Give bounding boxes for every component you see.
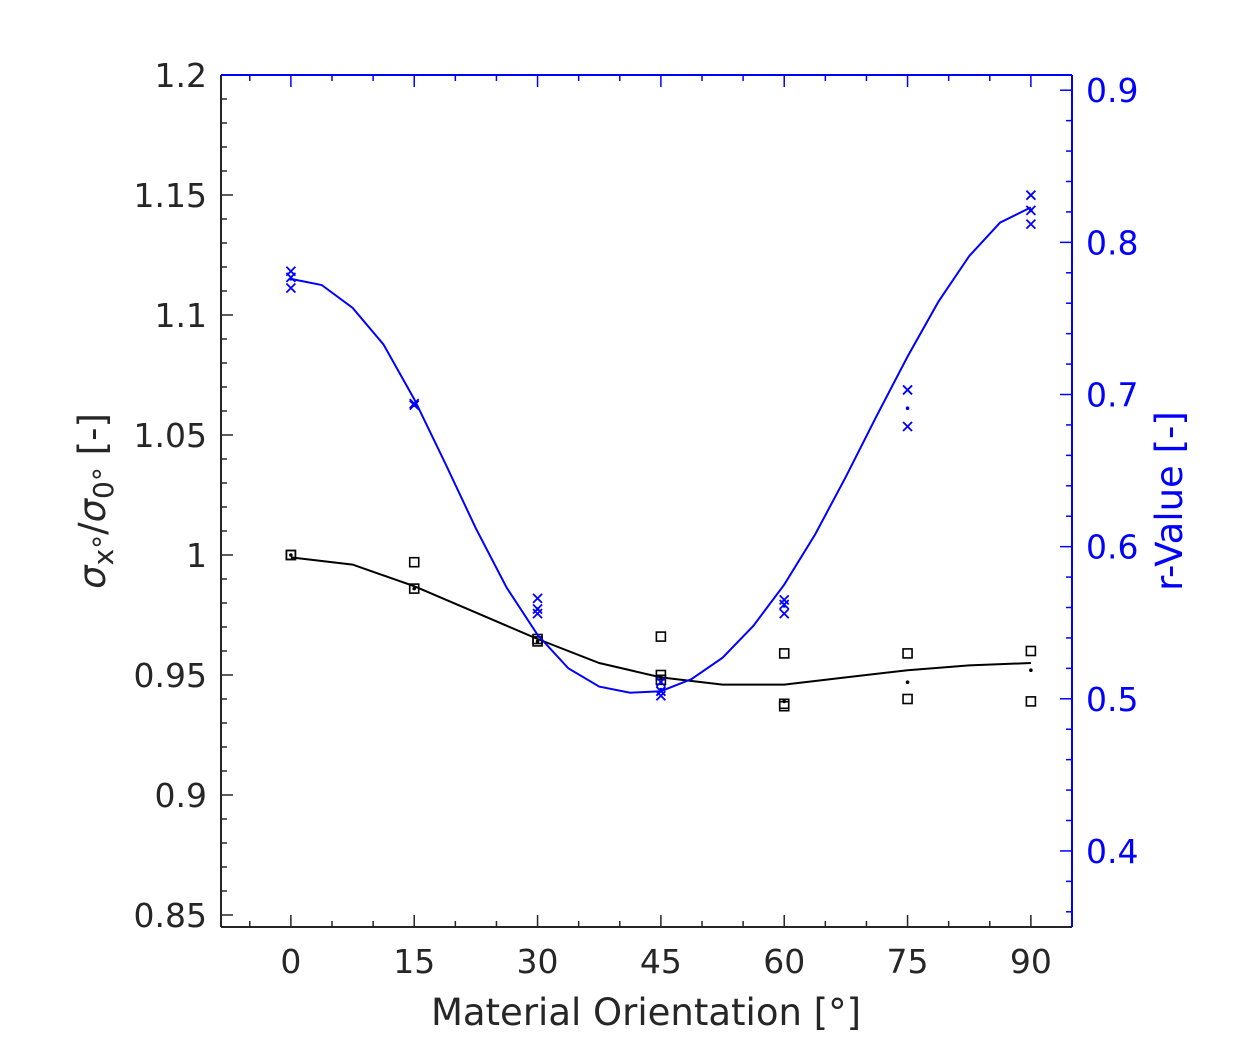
stress-square-point: [285, 549, 297, 561]
y-left-tick-label: 1: [186, 536, 207, 575]
x-tick-label: 15: [393, 942, 435, 981]
stress-square-point: [1025, 696, 1037, 707]
rvalue-x-point: [655, 676, 667, 688]
x-tick-label: 90: [1010, 942, 1052, 981]
x-tick-label: 60: [763, 942, 805, 981]
rvalue-x-point: [532, 608, 543, 619]
stress-square-point: [778, 648, 790, 659]
y-right-tick-label: 0.7: [1086, 376, 1138, 415]
stress-mean-point: [905, 680, 910, 684]
rvalue-x-point: [902, 421, 913, 432]
rvalue-x-point: [902, 384, 913, 396]
rvalue-x-point: [1025, 218, 1037, 230]
right-tick-labels: 0.4 0.5 0.6 0.7 0.8 0.9: [1086, 71, 1138, 871]
rvalue-fit-line: [290, 206, 1032, 694]
y-left-tick-label: 0.9: [155, 776, 207, 815]
left-axis-label: σx°/σ0° [-]: [71, 413, 120, 589]
y-right-tick-label: 0.4: [1086, 832, 1138, 871]
rvalue-mean-point: [535, 607, 540, 611]
rvalue-mean-point: [412, 403, 417, 407]
y-right-tick-label: 0.6: [1086, 528, 1138, 567]
left-tick-labels: 0.85 0.9 0.95 1 1.05 1.1 1.15 1.2: [134, 56, 207, 935]
left-axis-label-part: 0°: [87, 467, 120, 499]
stress-square-point: [1025, 645, 1037, 657]
y-right-tick-label: 0.9: [1086, 71, 1138, 110]
right-axis-label: r-Value [-]: [1148, 411, 1191, 591]
stress-mean-point: [289, 553, 293, 557]
y-right-tick-label: 0.8: [1086, 223, 1138, 262]
rvalue-x-point: [285, 282, 297, 294]
stress-square-point: [655, 674, 667, 686]
left-axis-label-part: x°: [87, 535, 120, 566]
x-tick-label: 75: [887, 942, 929, 981]
stress-square-point: [902, 648, 913, 659]
series-layer: [285, 190, 1037, 712]
y-left-tick-label: 1.1: [155, 296, 207, 335]
y-left-tick-label: 1.05: [134, 416, 207, 455]
stress-mean-point: [1029, 668, 1033, 672]
y-right-tick-label: 0.5: [1086, 680, 1138, 719]
stress-mean-point: [782, 699, 787, 704]
left-axis-label-part: [-]: [71, 413, 114, 467]
rvalue-x-point: [532, 593, 543, 604]
rvalue-x-point: [655, 690, 667, 701]
left-axis-label-part: σ: [71, 564, 114, 589]
stress-square-point: [408, 556, 420, 568]
x-tick-labels: 0 15 30 45 60 75 90: [280, 942, 1052, 981]
stress-fit-line: [290, 556, 1031, 686]
stress-square-point: [655, 631, 667, 642]
plot-area: [221, 75, 1072, 927]
x-tick-label: 30: [517, 942, 559, 981]
left-axis-label-part: /: [71, 522, 114, 535]
stress-mean-point: [535, 639, 540, 644]
left-axis-label-part: σ: [71, 497, 114, 522]
x-tick-label: 0: [280, 942, 301, 981]
stress-mean-point: [412, 586, 417, 591]
stress-square-point: [902, 693, 913, 705]
x-axis-label: Material Orientation [°]: [431, 991, 861, 1034]
rvalue-mean-point: [1029, 208, 1033, 213]
y-left-tick-label: 1.2: [155, 56, 207, 95]
rvalue-x-point: [1025, 190, 1037, 201]
rvalue-mean-point: [782, 604, 787, 608]
x-tick-label: 45: [640, 942, 682, 981]
y-left-tick-label: 0.85: [134, 896, 207, 935]
rvalue-x-point: [779, 608, 790, 619]
y-left-tick-label: 0.95: [134, 656, 207, 695]
rvalue-x-point: [779, 594, 790, 606]
y-left-tick-label: 1.15: [134, 176, 207, 215]
rvalue-mean-point: [905, 406, 910, 410]
